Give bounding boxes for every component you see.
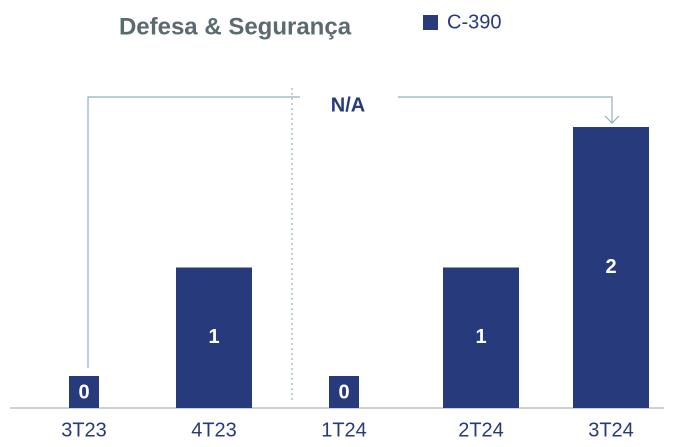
value-label: 1 [208, 326, 219, 348]
x-tick-label: 3T23 [61, 419, 107, 441]
bar [573, 127, 649, 408]
bracket-arrow [398, 96, 613, 123]
value-label: 2 [605, 256, 616, 278]
value-label: 0 [78, 381, 89, 403]
value-label: 1 [475, 326, 486, 348]
bracket-left [87, 96, 300, 368]
annotation: N/A [331, 94, 365, 116]
x-tick-label: 1T24 [321, 419, 367, 441]
legend-swatch [423, 15, 438, 30]
annotation-bracket [87, 88, 620, 400]
chart-title: Defesa & Segurança [119, 13, 352, 40]
value-label-box [329, 376, 359, 408]
bar [443, 267, 519, 408]
arrow-head [604, 115, 620, 124]
value-label-box [69, 376, 99, 408]
x-tick-label: 4T23 [191, 419, 237, 441]
value-label: 0 [338, 381, 349, 403]
x-tick-label: 2T24 [458, 419, 504, 441]
legend-label: C-390 [447, 11, 501, 33]
bar [176, 267, 252, 408]
x-tick-label: 3T24 [588, 419, 634, 441]
